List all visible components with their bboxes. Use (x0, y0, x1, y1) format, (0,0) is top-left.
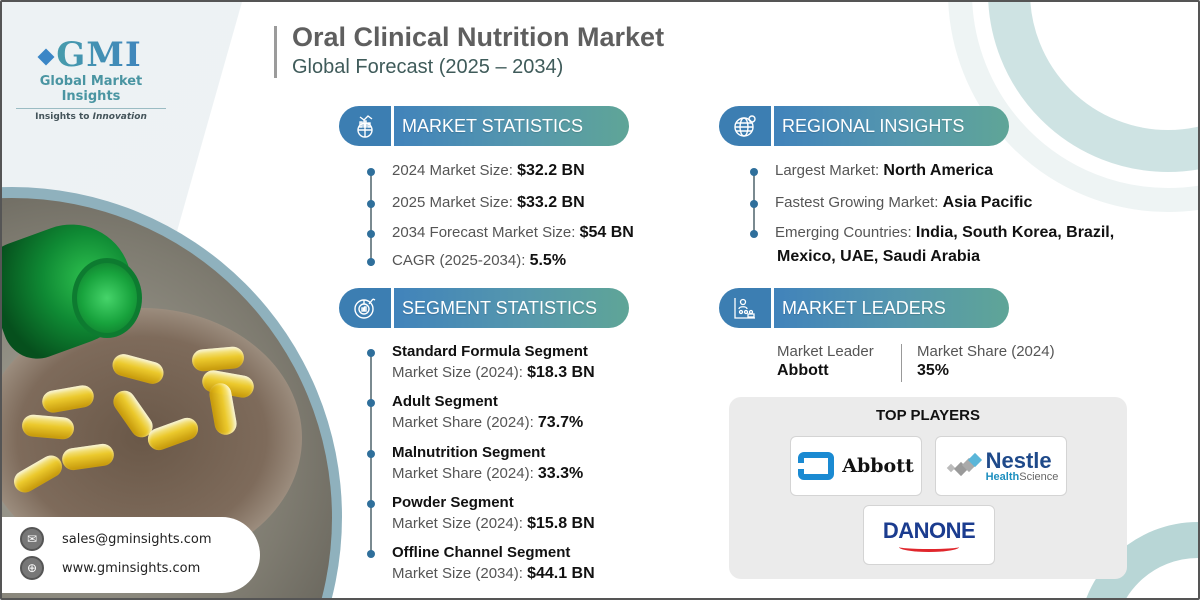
globe-chart-icon (339, 106, 391, 146)
danone-logo: DANONE (863, 505, 995, 565)
gmi-logo: GMI Global Market Insights Insights to I… (16, 38, 166, 122)
globe-pin-icon (719, 106, 771, 146)
top-players-panel: TOP PLAYERS Abbott Nestle HealthScience (729, 397, 1127, 579)
segment-item: Powder Segment Market Size (2024): $15.8… (366, 494, 595, 544)
page-subtitle: Global Forecast (2025 – 2034) (292, 56, 564, 78)
segment-statistics-title: SEGMENT STATISTICS (394, 288, 629, 328)
email-link[interactable]: sales@gminsights.com (62, 531, 212, 547)
segment-item: Adult Segment Market Share (2024): 73.7% (366, 393, 595, 444)
segment-statistics-list: Standard Formula Segment Market Size (20… (366, 343, 595, 583)
segment-item: Malnutrition Segment Market Share (2024)… (366, 444, 595, 494)
market-leaders-title: MARKET LEADERS (774, 288, 1009, 328)
bottle-opening (72, 258, 142, 338)
nestle-health-science-logo: Nestle HealthScience (935, 436, 1067, 496)
market-share-label: Market Share (2024) (917, 343, 1055, 360)
segment-item: Offline Channel Segment Market Size (203… (366, 544, 595, 583)
danone-smile-icon (899, 542, 959, 552)
market-leader-value: Abbott (777, 362, 829, 379)
market-leader-label: Market Leader (777, 343, 874, 360)
stat-item: 2034 Forecast Market Size: $54 BN (366, 224, 634, 252)
regional-insights-title: REGIONAL INSIGHTS (774, 106, 1009, 146)
pie-chart-icon (339, 288, 391, 328)
region-item: Fastest Growing Market: Asia Pacific (749, 194, 1114, 224)
top-players-title: TOP PLAYERS (876, 407, 980, 424)
market-share-block: Market Share (2024) 35% (917, 343, 1055, 380)
stat-item: 2024 Market Size: $32.2 BN (366, 162, 634, 194)
region-item: Emerging Countries: India, South Korea, … (749, 224, 1114, 248)
regional-insights-header: REGIONAL INSIGHTS (719, 106, 1009, 146)
market-statistics-list: 2024 Market Size: $32.2 BN 2025 Market S… (366, 162, 634, 280)
logo-name: Global Market Insights (16, 74, 166, 109)
capsule (21, 413, 75, 441)
abbott-logo: Abbott (790, 436, 922, 496)
title-accent-bar (274, 26, 277, 78)
website-link[interactable]: www.gminsights.com (62, 560, 201, 576)
region-item: Largest Market: North America (749, 162, 1114, 194)
region-item-continued: Mexico, UAE, Saudi Arabia (777, 248, 981, 265)
segment-statistics-header: SEGMENT STATISTICS (339, 288, 629, 328)
email-contact[interactable]: ✉ sales@gminsights.com (20, 527, 212, 551)
stat-item: CAGR (2025-2034): 5.5% (366, 252, 634, 280)
nestle-cubes-icon (944, 452, 982, 479)
market-statistics-title: MARKET STATISTICS (394, 106, 629, 146)
logo-mark: GMI (56, 35, 142, 75)
market-share-value: 35% (917, 362, 950, 379)
page-title: Oral Clinical Nutrition Market (292, 22, 665, 52)
stat-item: 2025 Market Size: $33.2 BN (366, 194, 634, 224)
envelope-icon: ✉ (20, 527, 44, 551)
segment-item: Standard Formula Segment Market Size (20… (366, 343, 595, 393)
diamond-icon (37, 48, 55, 66)
website-contact[interactable]: ⊕ www.gminsights.com (20, 556, 200, 580)
market-leaders-header: MARKET LEADERS (719, 288, 1009, 328)
abbott-mark-icon (798, 452, 835, 480)
market-leader-block: Market Leader Abbott (777, 343, 874, 380)
contact-card: ✉ sales@gminsights.com ⊕ www.gminsights.… (2, 517, 260, 593)
regional-insights-list: Largest Market: North America Fastest Gr… (749, 162, 1114, 266)
leader-divider (901, 344, 902, 382)
logo-tagline: Insights to Innovation (35, 112, 147, 122)
market-statistics-header: MARKET STATISTICS (339, 106, 629, 146)
globe-icon: ⊕ (20, 556, 44, 580)
people-chart-icon (719, 288, 771, 328)
